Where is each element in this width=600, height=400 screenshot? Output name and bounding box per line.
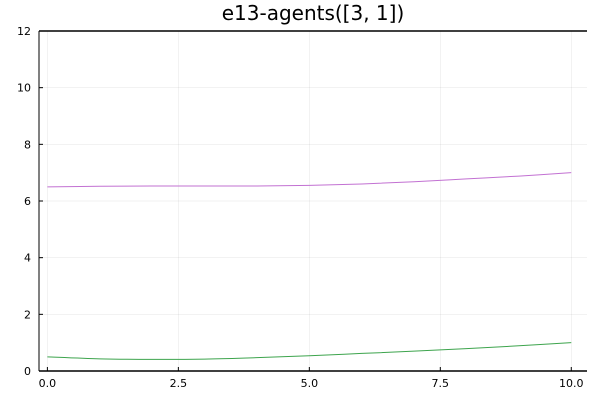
chart-title: e13-agents([3, 1]) [222, 1, 405, 25]
tick-labels: 0.0 2.5 5.0 7.5 10.0 0 2 4 6 8 10 12 [17, 25, 584, 390]
y-tick-label: 0 [24, 365, 31, 378]
tick-marks [39, 30, 572, 372]
x-tick-label: 2.5 [170, 377, 188, 390]
x-tick-label: 5.0 [301, 377, 319, 390]
x-tick-label: 10.0 [559, 377, 584, 390]
y-tick-label: 4 [24, 252, 31, 265]
y-tick-label: 8 [24, 138, 31, 151]
y-tick-label: 12 [17, 25, 31, 38]
grid [39, 30, 587, 372]
y-tick-label: 10 [17, 82, 31, 95]
x-tick-label: 0.0 [39, 377, 57, 390]
series-line-1 [47, 172, 572, 188]
y-tick-label: 2 [24, 308, 31, 321]
series-layer [47, 172, 572, 360]
y-tick-label: 6 [24, 195, 31, 208]
series-line-2 [47, 342, 572, 360]
x-tick-label: 7.5 [432, 377, 450, 390]
